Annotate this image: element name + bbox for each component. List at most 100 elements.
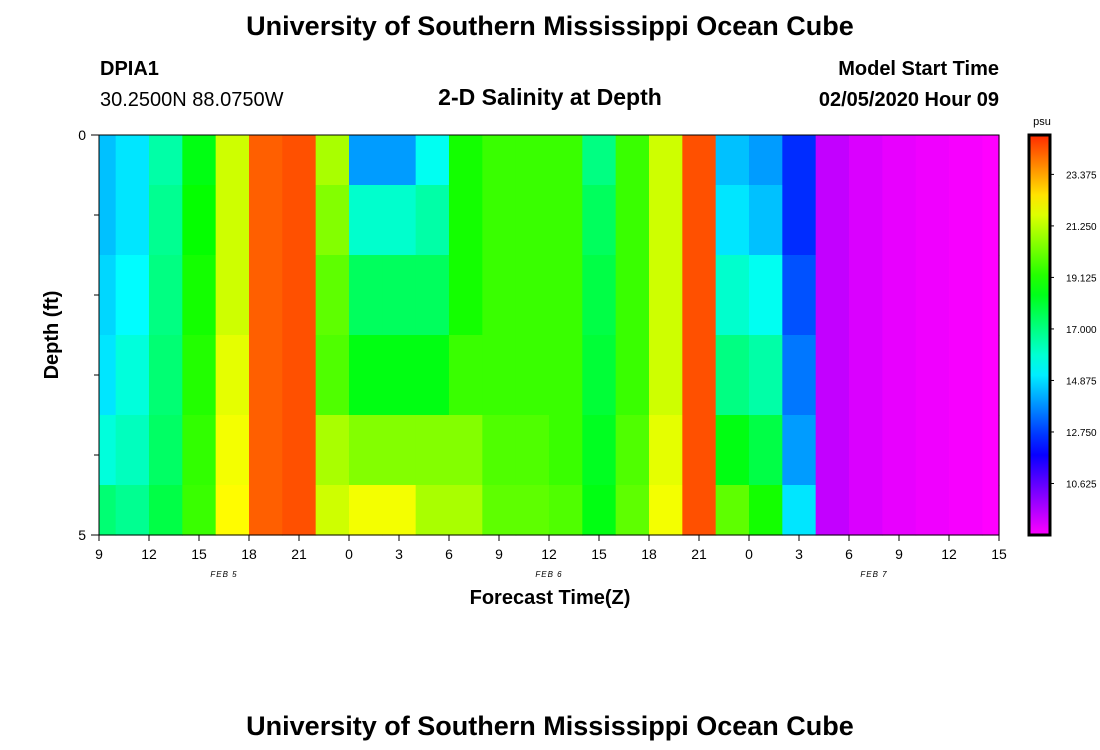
- heatmap-cell: [582, 135, 617, 186]
- heatmap-cell: [482, 335, 517, 416]
- heatmap-cell: [882, 255, 917, 336]
- heatmap-cell: [615, 255, 650, 336]
- heatmap-cell: [382, 185, 417, 256]
- heatmap-cell: [282, 255, 317, 336]
- heatmap-cell: [615, 335, 650, 416]
- heatmap-cell: [249, 135, 283, 186]
- heatmap-cell: [582, 255, 617, 336]
- heatmap-cell: [982, 415, 1000, 486]
- heatmap-cell: [982, 255, 1000, 336]
- station-coords: 30.2500N 88.0750W: [100, 89, 284, 111]
- heatmap-cell: [782, 255, 817, 336]
- colorbar-tick-label: 23.375: [1066, 170, 1097, 181]
- heatmap-cell: [849, 255, 883, 336]
- heatmap-cell: [682, 135, 717, 186]
- heatmap-cell: [315, 135, 350, 186]
- heatmap-cell: [449, 185, 483, 256]
- heatmap-cell: [782, 415, 817, 486]
- x-tick-label: 0: [745, 546, 753, 562]
- heatmap-cell: [382, 485, 417, 536]
- heatmap-cell: [99, 255, 117, 336]
- colorbar: 10.625 12.750 14.875 17.000 19.125 21.250 23.3…: [1027, 133, 1097, 537]
- colorbar-tick-label: 12.750: [1066, 428, 1097, 439]
- heatmap-cell: [182, 255, 217, 336]
- heatmap-cell: [449, 255, 483, 336]
- heatmap-cell: [682, 185, 717, 256]
- heatmap-cell: [915, 135, 950, 186]
- heatmap-cell: [649, 485, 683, 536]
- heatmap-cell: [482, 135, 517, 186]
- heatmap-cell: [249, 335, 283, 416]
- heatmap-cell: [249, 185, 283, 256]
- colorbar-tick-label: 10.625: [1066, 479, 1097, 490]
- heatmap-cell: [149, 335, 183, 416]
- heatmap-cell: [715, 415, 750, 486]
- colorbar-unit: psu: [1033, 116, 1051, 128]
- heatmap-cell: [349, 135, 383, 186]
- x-tick-label: 12: [541, 546, 557, 562]
- heatmap-cell: [315, 415, 350, 486]
- heatmap-cell: [449, 485, 483, 536]
- heatmap-cell: [449, 135, 483, 186]
- heatmap-cell: [615, 185, 650, 256]
- heatmap-cell: [949, 485, 983, 536]
- x-tick-label: 0: [345, 546, 353, 562]
- salinity-heatmap: [99, 135, 1000, 536]
- heatmap-cell: [682, 485, 717, 536]
- heatmap-cell: [949, 185, 983, 256]
- heatmap-cell: [415, 415, 450, 486]
- heatmap-cell: [582, 185, 617, 256]
- heatmap-cell: [115, 485, 150, 536]
- y-tick-label: 5: [78, 527, 86, 543]
- x-tick-label: 15: [991, 546, 1007, 562]
- heatmap-cell: [649, 255, 683, 336]
- heatmap-cell: [815, 485, 850, 536]
- heatmap-cell: [182, 485, 217, 536]
- heatmap-cell: [282, 415, 317, 486]
- heatmap-cell: [115, 335, 150, 416]
- heatmap-cell: [549, 485, 583, 536]
- heatmap-cell: [482, 185, 517, 256]
- footer-title: University of Southern Mississippi Ocean…: [246, 711, 854, 741]
- day-label: FEB 7: [860, 570, 887, 579]
- heatmap-cell: [782, 185, 817, 256]
- heatmap-cell: [115, 135, 150, 186]
- heatmap-cell: [282, 135, 317, 186]
- heatmap-cell: [749, 335, 783, 416]
- heatmap-cell: [549, 255, 583, 336]
- heatmap-cell: [882, 135, 917, 186]
- heatmap-cell: [749, 185, 783, 256]
- heatmap-cell: [949, 135, 983, 186]
- heatmap-cell: [982, 335, 1000, 416]
- heatmap-cell: [649, 185, 683, 256]
- heatmap-cell: [99, 185, 117, 256]
- heatmap-cell: [515, 485, 550, 536]
- heatmap-cell: [215, 135, 250, 186]
- heatmap-cell: [382, 415, 417, 486]
- heatmap-cell: [815, 415, 850, 486]
- heatmap-cell: [315, 335, 350, 416]
- heatmap-cell: [415, 485, 450, 536]
- y-axis: 05: [78, 127, 99, 543]
- heatmap-cell: [415, 335, 450, 416]
- x-tick-label: 9: [895, 546, 903, 562]
- heatmap-cell: [149, 415, 183, 486]
- heatmap-cell: [482, 485, 517, 536]
- heatmap-cell: [249, 485, 283, 536]
- heatmap-cell: [482, 415, 517, 486]
- y-axis-label: Depth (ft): [41, 291, 63, 380]
- heatmap-cell: [982, 135, 1000, 186]
- x-tick-label: 21: [691, 546, 707, 562]
- heatmap-cell: [215, 255, 250, 336]
- heatmap-cell: [849, 335, 883, 416]
- day-label: FEB 5: [210, 570, 237, 579]
- heatmap-cell: [282, 485, 317, 536]
- heatmap-cell: [415, 185, 450, 256]
- heatmap-cell: [615, 485, 650, 536]
- model-start-label: Model Start Time: [838, 58, 999, 80]
- heatmap-cell: [715, 135, 750, 186]
- heatmap-cell: [982, 485, 1000, 536]
- heatmap-cell: [99, 335, 117, 416]
- heatmap-cell: [349, 415, 383, 486]
- heatmap-cell: [582, 335, 617, 416]
